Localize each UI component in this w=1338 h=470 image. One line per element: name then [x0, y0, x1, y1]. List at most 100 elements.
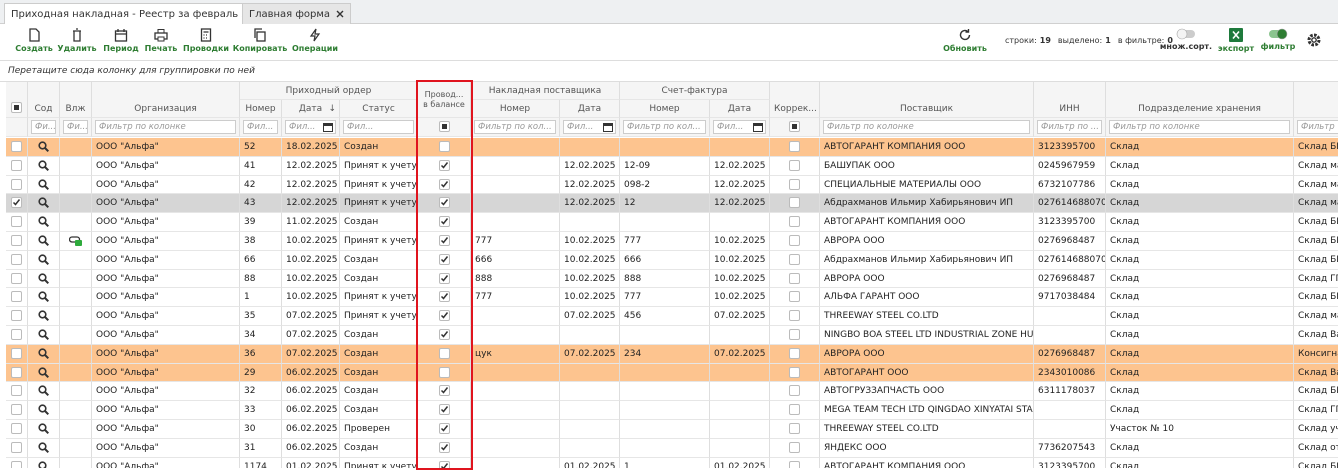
checkbox[interactable] — [438, 347, 450, 359]
multi-sort-toggle[interactable]: множ.сорт. — [1158, 26, 1214, 58]
checkbox[interactable] — [789, 460, 800, 468]
checkbox[interactable] — [438, 216, 450, 228]
checkbox[interactable] — [438, 423, 450, 434]
filter-input[interactable]: Фил... — [343, 120, 414, 134]
table-row[interactable]: ООО "Альфа" 66 10.02.2025 Создан 666 10.02.20… — [6, 250, 1338, 270]
checkbox[interactable] — [11, 216, 22, 228]
table-row[interactable]: ООО "Альфа" 42 12.02.2025 Принят к учету 12.… — [6, 175, 1338, 195]
view-icon[interactable] — [38, 423, 50, 438]
checkbox[interactable] — [789, 404, 800, 416]
table-row[interactable]: ООО "Альфа" 38 10.02.2025 Принят к учету 777… — [6, 232, 1338, 251]
checkbox[interactable] — [11, 404, 22, 416]
filter-input[interactable]: Фильтр по кол... — [474, 120, 556, 134]
table-row[interactable]: ООО "Альфа" 52 18.02.2025 Создан АВТОГАРАНТ … — [6, 138, 1338, 157]
checkbox[interactable] — [789, 197, 800, 209]
filter-input[interactable]: Фил... — [243, 120, 278, 134]
view-icon[interactable] — [38, 366, 50, 382]
filter-input[interactable]: Фил... — [563, 120, 616, 134]
checkbox[interactable] — [438, 404, 450, 416]
attachment-icon[interactable] — [68, 235, 83, 250]
filter-input[interactable]: Фи... — [31, 120, 56, 134]
checkbox[interactable] — [438, 178, 450, 190]
checkbox[interactable] — [11, 347, 22, 359]
checkbox[interactable] — [789, 121, 800, 132]
table-row[interactable]: ООО "Альфа" 1 10.02.2025 Принят к учету 777 1… — [6, 288, 1338, 308]
calendar-icon[interactable] — [323, 122, 333, 133]
view-icon[interactable] — [38, 291, 50, 306]
checkbox[interactable] — [438, 121, 450, 132]
checkbox[interactable] — [438, 310, 450, 322]
view-icon[interactable] — [38, 460, 49, 468]
checkbox[interactable] — [11, 253, 22, 265]
checkbox[interactable] — [438, 385, 450, 397]
print-button[interactable]: Печать — [133, 26, 189, 58]
table-row[interactable]: ООО "Альфа" 29 06.02.2025 Создан АВТОГАРАНТ … — [6, 363, 1338, 383]
create-button[interactable]: Создать — [6, 26, 62, 58]
checkbox[interactable] — [11, 366, 22, 378]
table-row[interactable]: ООО "Альфа" 32 06.02.2025 Создан АВТОГРУЗЗАП… — [6, 382, 1338, 402]
checkbox[interactable] — [789, 291, 800, 303]
calendar-icon[interactable] — [753, 122, 763, 133]
filter-input[interactable]: Фильтр по колонке — [95, 120, 236, 134]
checkbox[interactable] — [789, 178, 800, 190]
checkbox[interactable] — [789, 310, 800, 322]
checkbox[interactable] — [11, 197, 22, 209]
filter-input[interactable]: Фил... — [713, 120, 766, 134]
filter-input[interactable]: Фильтр по колонке — [1109, 120, 1290, 134]
view-icon[interactable] — [38, 310, 50, 325]
refresh-button[interactable]: Обновить — [937, 26, 993, 58]
checkbox[interactable] — [11, 272, 22, 284]
settings-icon[interactable] — [1306, 32, 1322, 48]
checkbox[interactable] — [11, 460, 22, 468]
checkbox[interactable] — [438, 366, 450, 378]
checkbox[interactable] — [438, 253, 450, 265]
filter-input[interactable]: Фильтр — [1297, 120, 1338, 134]
table-row[interactable]: ООО "Альфа" 1174 01.02.2025 Принят к учету 0… — [6, 457, 1338, 468]
view-icon[interactable] — [38, 254, 50, 269]
view-icon[interactable] — [38, 348, 50, 363]
period-button[interactable]: Период — [93, 26, 149, 58]
delete-button[interactable]: Удалить — [49, 26, 105, 58]
checkbox[interactable] — [11, 141, 22, 152]
close-icon[interactable] — [336, 10, 344, 18]
checkbox[interactable] — [789, 423, 800, 434]
table-row[interactable]: ООО "Альфа" 36 07.02.2025 Создан цук 07.02.20… — [6, 344, 1338, 364]
filter-input[interactable]: Фи... — [63, 120, 88, 134]
view-icon[interactable] — [38, 216, 50, 231]
table-row[interactable]: ООО "Альфа" 41 12.02.2025 Принят к учету 12.… — [6, 156, 1338, 176]
export-button[interactable]: экспорт — [1208, 26, 1264, 58]
operations-button[interactable]: Операции — [287, 26, 343, 58]
checkbox[interactable] — [789, 216, 800, 228]
checkbox[interactable] — [789, 385, 800, 397]
table-row[interactable]: ООО "Альфа" 33 06.02.2025 Создан MEGA TEAM T… — [6, 401, 1338, 420]
table-row[interactable]: ООО "Альфа" 30 06.02.2025 Проверен THREEWAY … — [6, 420, 1338, 439]
checkbox[interactable] — [789, 253, 800, 265]
checkbox[interactable] — [789, 347, 800, 359]
filter-input[interactable]: Фильтр по ... — [1037, 120, 1102, 134]
checkbox[interactable] — [789, 141, 800, 152]
view-icon[interactable] — [38, 329, 50, 344]
filter-input[interactable]: Фильтр по кол... — [623, 120, 706, 134]
checkbox[interactable] — [789, 441, 800, 453]
calendar-icon[interactable] — [603, 122, 613, 133]
checkbox[interactable] — [438, 272, 450, 284]
checkbox[interactable] — [438, 441, 450, 453]
table-row[interactable]: ООО "Альфа" 43 12.02.2025 Принят к учету 12.… — [6, 194, 1338, 214]
checkbox[interactable] — [438, 235, 450, 246]
checkbox[interactable] — [789, 235, 800, 246]
checkbox[interactable] — [11, 102, 22, 113]
checkbox[interactable] — [11, 423, 22, 434]
view-icon[interactable] — [38, 197, 50, 212]
checkbox[interactable] — [11, 310, 22, 322]
checkbox[interactable] — [438, 460, 450, 468]
table-row[interactable]: ООО "Альфа" 35 07.02.2025 Принят к учету 07.… — [6, 307, 1338, 326]
view-icon[interactable] — [38, 272, 50, 288]
sort-indicator[interactable]: ↓ — [328, 104, 336, 114]
checkbox[interactable] — [438, 141, 450, 152]
checkbox[interactable] — [789, 159, 800, 171]
view-icon[interactable] — [38, 178, 50, 194]
filter-toggle[interactable]: фильтр — [1250, 26, 1306, 58]
checkbox[interactable] — [789, 329, 800, 340]
checkbox[interactable] — [11, 178, 22, 190]
checkbox[interactable] — [11, 385, 22, 397]
